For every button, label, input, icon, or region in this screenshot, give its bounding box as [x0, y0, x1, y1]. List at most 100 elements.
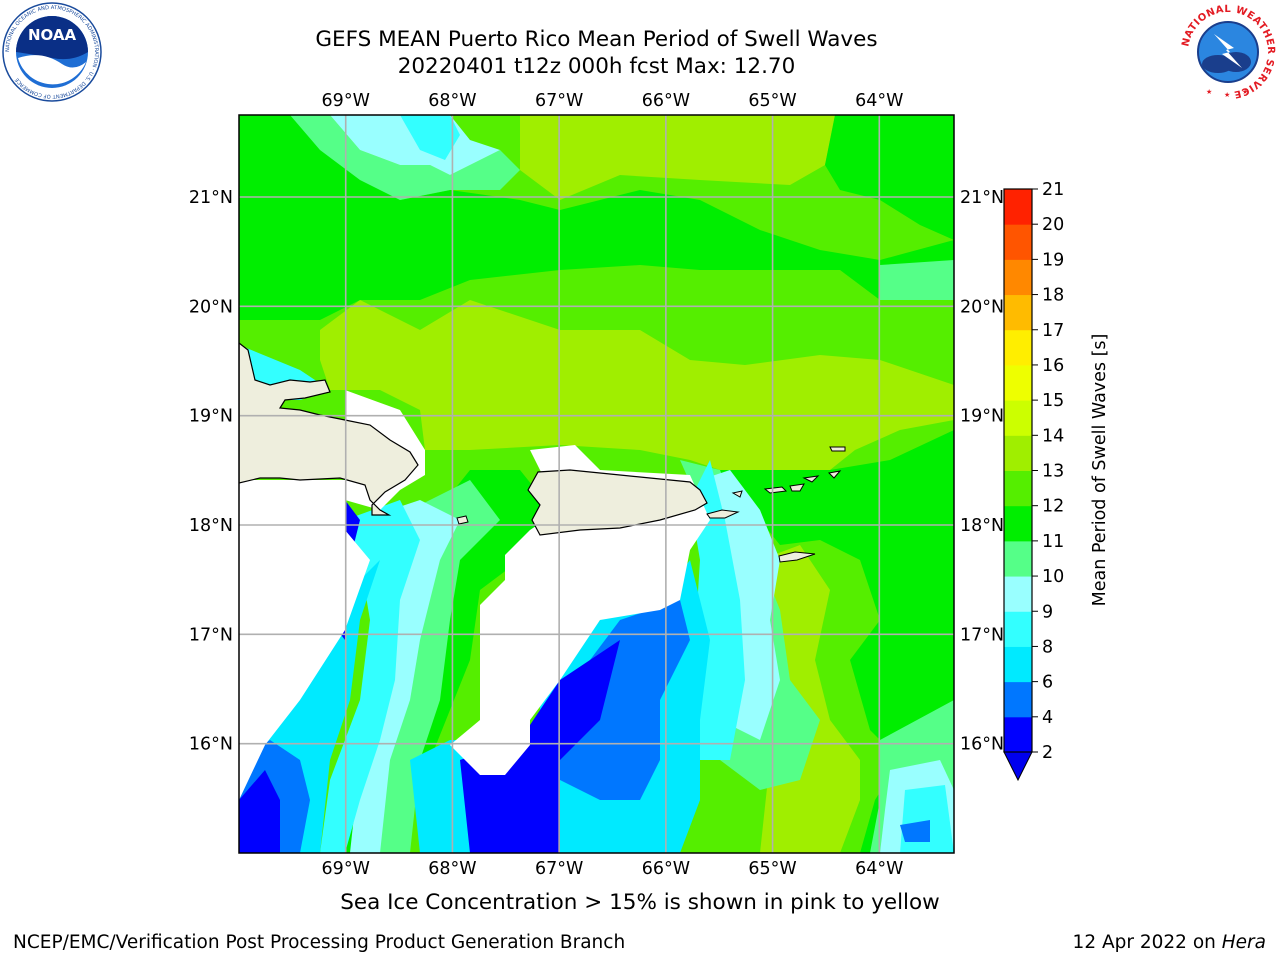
colorbar-label: Mean Period of Swell Waves [s]: [1090, 334, 1110, 607]
anegada-island: [827, 470, 842, 479]
colorbar-segment: [1004, 224, 1032, 260]
lon-label-top: 66°W: [642, 91, 690, 111]
st-thomas-island: [763, 486, 788, 494]
colorbar-tick-label: 11: [1042, 532, 1064, 552]
colorbar-tick-label: 9: [1042, 602, 1053, 622]
colorbar-segment: [1004, 540, 1032, 577]
field-zone-8-9s: [900, 785, 954, 853]
lat-label-right: 19°N: [960, 407, 1004, 427]
map-subtitle: 20220401 t12z 000h fcst Max: 12.70: [397, 54, 796, 79]
nodata-region: [239, 480, 370, 800]
field-zone-10-11s: [290, 115, 520, 200]
hispaniola-land: [239, 342, 419, 516]
field-zone-8-9s: [400, 115, 460, 160]
sombrero-island: [829, 446, 846, 452]
colorbar-under-arrow: [1003, 751, 1033, 782]
sea-ice-note: Sea Ice Concentration > 15% is shown in …: [340, 890, 940, 915]
svg-text:★: ★: [1242, 88, 1248, 96]
footer-host: Hera: [1221, 932, 1266, 953]
colorbar-segment: [1004, 576, 1032, 612]
field-zone-2-4s: [460, 640, 620, 853]
footer-credit: NCEP/EMC/Verification Post Processing Pr…: [13, 932, 626, 953]
lat-label-right: 16°N: [960, 735, 1004, 755]
map-title: GEFS MEAN Puerto Rico Mean Period of Swe…: [315, 27, 878, 52]
field-zone-11-12s: [825, 115, 954, 240]
lat-label-right: 21°N: [960, 188, 1004, 208]
colorbar-tick-label: 16: [1042, 356, 1064, 376]
lat-label-left: 17°N: [189, 625, 233, 645]
colorbar-tick-label: 6: [1042, 673, 1053, 693]
lon-label-bottom: 64°W: [855, 859, 903, 879]
field-zone-10-11s: [880, 260, 954, 300]
colorbar-segment: [1004, 435, 1032, 471]
lon-label-top: 68°W: [428, 91, 476, 111]
colorbar-segment: [1004, 716, 1032, 753]
lat-label-right: 18°N: [960, 516, 1004, 536]
colorbar-segment: [1004, 259, 1032, 296]
field-zone-12-13s: [320, 300, 954, 480]
svg-text:NOAA: NOAA: [28, 26, 77, 44]
lat-label-left: 20°N: [189, 297, 233, 317]
culebra-island: [731, 490, 743, 498]
colorbar-segment: [1004, 611, 1032, 647]
lon-label-top: 67°W: [535, 91, 583, 111]
colorbar-tick-label: 12: [1042, 497, 1064, 517]
lon-label-bottom: 66°W: [642, 859, 690, 879]
noaa-logo: NATIONAL OCEANIC AND ATMOSPHERIC ADMINIS…: [2, 2, 102, 102]
colorbar-tick-label: 10: [1042, 567, 1064, 587]
field-zone-4-6s: [560, 600, 690, 800]
lat-label-right: 17°N: [960, 625, 1004, 645]
colorbar-tick-label: 2: [1042, 743, 1053, 763]
field-zone-4-6s: [900, 820, 930, 842]
colorbar-segment: [1004, 329, 1032, 366]
map-frame: [238, 114, 955, 854]
puerto-rico-land: [527, 469, 708, 536]
colorbar-segment: [1004, 189, 1032, 225]
field-zone-9-10s: [350, 500, 460, 853]
colorbar-segment: [1004, 681, 1032, 718]
axis-labels: 69°W 69°W 68°W 68°W 67°W 67°W 66°W 66°W 65°W 65°W…: [189, 91, 1004, 879]
colorbar-tick-label: 8: [1042, 637, 1053, 657]
colorbar-tick-label: 19: [1042, 250, 1064, 270]
colorbar-segment: [1004, 646, 1032, 683]
colorbar-tick-label: 21: [1042, 180, 1064, 200]
lon-label-top: 64°W: [855, 91, 903, 111]
colorbar-segment: [1004, 400, 1032, 436]
lat-label-left: 18°N: [189, 516, 233, 536]
lon-label-bottom: 68°W: [428, 859, 476, 879]
svg-text:★: ★: [1224, 91, 1230, 99]
svg-text:★: ★: [1206, 88, 1212, 96]
graticule: [239, 115, 954, 853]
colorbar-segment: [1004, 294, 1032, 331]
lon-label-top: 65°W: [748, 91, 796, 111]
lat-label-left: 21°N: [189, 188, 233, 208]
colorbar-tick-label: 17: [1042, 321, 1064, 341]
tortola-island: [802, 475, 820, 483]
lat-label-right: 20°N: [960, 297, 1004, 317]
st-croix-island: [778, 551, 816, 563]
colorbar-tick-label: 20: [1042, 215, 1064, 235]
footer-date: 12 Apr 2022 on Hera: [1072, 932, 1266, 953]
colorbar-segment: [1004, 364, 1032, 401]
colorbar-tick-label: 4: [1042, 708, 1053, 728]
colorbar-tick-label: 13: [1042, 462, 1064, 482]
lat-label-left: 16°N: [189, 735, 233, 755]
colorbar-tick-label: 18: [1042, 286, 1064, 306]
field-zone-2-4s: [239, 770, 280, 853]
field-zone-12-13s: [520, 115, 835, 200]
st-john-island: [789, 483, 805, 492]
colorbar: 2 4 6 8 9 10 11 12 13 14 15 16 17 18 19 20 21: [1003, 180, 1064, 782]
lon-label-top: 69°W: [322, 91, 370, 111]
lon-label-bottom: 65°W: [748, 859, 796, 879]
swell-period-field: [239, 115, 954, 853]
mona-island: [456, 515, 469, 525]
colorbar-tick-label: 15: [1042, 391, 1064, 411]
field-zone-11-12s: [239, 115, 954, 320]
colorbar-segment: [1004, 505, 1032, 542]
colorbar-tick-label: 14: [1042, 426, 1064, 446]
colorbar-segment: [1004, 470, 1032, 507]
lon-label-bottom: 67°W: [535, 859, 583, 879]
vieques-island: [706, 509, 740, 519]
nodata-region: [450, 445, 710, 775]
